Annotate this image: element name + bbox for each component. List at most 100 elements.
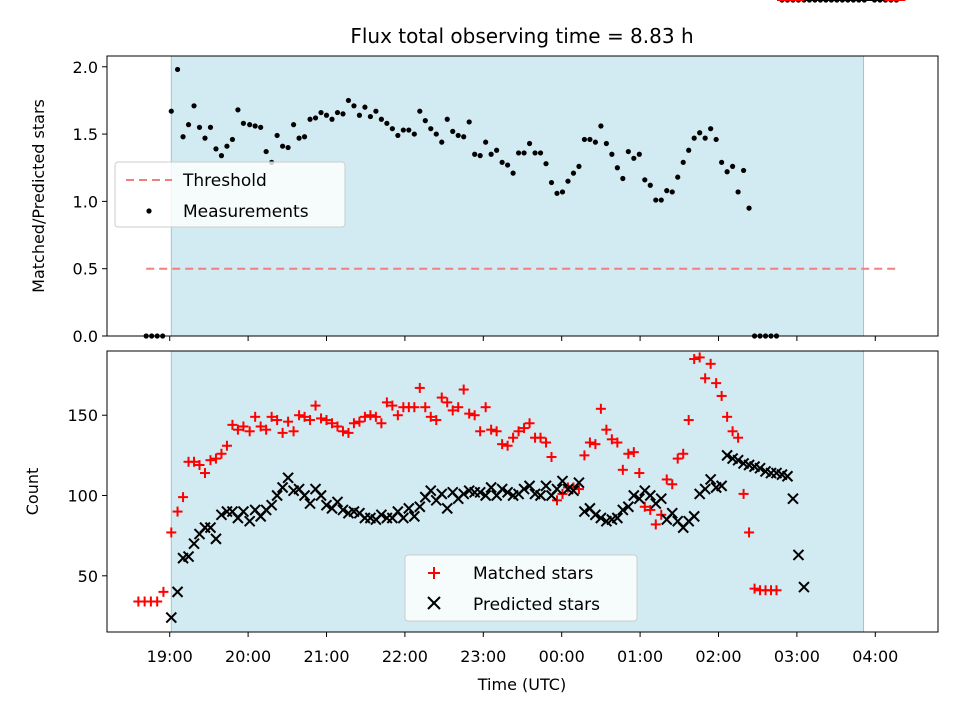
x-tick-label: 23:00 <box>460 647 506 666</box>
measurement-point <box>740 167 747 174</box>
matched-stars-point <box>409 402 420 413</box>
matched-stars-point <box>294 410 305 421</box>
count-panel-frame <box>106 350 939 633</box>
measurement-point <box>180 134 186 140</box>
matched-stars-point <box>453 402 464 413</box>
matched-stars-point <box>667 479 678 490</box>
matched-stars-point <box>305 415 316 426</box>
predicted-stars-point <box>551 483 563 495</box>
y-tick-label: 0.0 <box>73 327 98 346</box>
predicted-stars-point <box>589 509 602 521</box>
y-tick-label: 50 <box>78 567 98 586</box>
measurement-point <box>559 189 566 195</box>
matched-stars-point <box>502 440 513 451</box>
matched-stars-point <box>634 468 645 479</box>
predicted-stars-point <box>781 470 794 482</box>
measurement-point <box>499 159 505 165</box>
measurement-point <box>625 148 631 155</box>
predicted-stars-point <box>298 489 311 502</box>
matched-stars-point <box>733 432 744 443</box>
x-tick-label: 03:00 <box>774 647 820 666</box>
measurement-point <box>218 153 225 159</box>
predicted-stars-point <box>457 488 470 500</box>
matched-stars-point <box>387 400 398 411</box>
matched-stars-point <box>288 426 299 437</box>
count-x-axis: 19:00 20:00 21:00 22:00 23:00 00:00 01:00 02:00… <box>147 632 898 666</box>
measurement-point <box>532 150 538 156</box>
matched-stars-point <box>584 437 595 448</box>
measurement-point <box>587 136 593 143</box>
y-tick-label: 2.0 <box>73 58 98 77</box>
matched-stars-point <box>425 411 436 422</box>
measurement-point <box>735 189 741 195</box>
measurement-point <box>417 108 423 114</box>
matched-stars-point <box>255 421 266 432</box>
measurement-point <box>240 120 247 126</box>
measurement-point <box>505 162 511 168</box>
predicted-stars-point <box>441 502 453 515</box>
measurement-point <box>207 124 214 130</box>
matched-stars-point <box>639 501 650 512</box>
measurement-point <box>708 126 714 132</box>
measurement-point <box>472 151 478 157</box>
matched-stars-point <box>551 495 562 506</box>
ratio-panel-frame <box>106 55 939 337</box>
predicted-stars-point <box>165 611 177 624</box>
predicted-stars-point <box>436 488 448 500</box>
matched-stars-point <box>705 358 716 369</box>
predicted-stars-point <box>265 499 278 511</box>
matched-stars-point <box>678 448 689 459</box>
y-tick-label: 1.5 <box>73 125 98 144</box>
matched-stars-point <box>694 352 705 363</box>
matched-stars-point <box>316 413 327 424</box>
matched-stars-point <box>216 448 227 459</box>
measurement-point <box>258 124 264 130</box>
matched-stars-point <box>711 378 722 389</box>
measurement-point <box>285 144 291 151</box>
predicted-stars-point <box>337 504 349 516</box>
count-y-axis-label: Count <box>23 468 42 516</box>
matched-stars-point <box>272 415 283 426</box>
matched-stars-point <box>205 455 216 466</box>
measurement-point <box>642 177 648 183</box>
matched-stars-point <box>683 415 694 426</box>
predicted-stars-point <box>204 521 217 534</box>
matched-stars-point <box>497 439 508 450</box>
ratio-legend-box <box>114 161 346 228</box>
predicted-stars-point <box>518 483 530 495</box>
measurement-point <box>592 139 599 145</box>
predicted-stars-point <box>666 507 678 519</box>
predicted-stars-point <box>617 504 629 516</box>
matched-stars-point <box>337 426 348 437</box>
matched-stars-point <box>595 403 606 414</box>
predicted-stars-point <box>171 586 184 598</box>
predicted-stars-point <box>188 537 200 550</box>
predicted-stars-point <box>474 486 486 499</box>
measurement-point <box>229 136 236 143</box>
predicted-stars-point <box>496 483 508 495</box>
matched-stars-point <box>623 448 634 459</box>
measurement-point <box>554 190 560 196</box>
predicted-stars-point <box>578 505 591 518</box>
matched-stars-point <box>152 596 163 607</box>
x-tick-label: 21:00 <box>303 647 349 666</box>
predicted-stars-point <box>715 480 728 492</box>
matched-stars-point <box>508 432 519 443</box>
predicted-stars-point <box>732 454 744 466</box>
predicted-stars-point <box>315 489 327 502</box>
matched-stars-point <box>617 464 628 475</box>
matched-stars-point <box>738 488 749 499</box>
matched-stars-point <box>321 415 332 426</box>
predicted-stars-legend-swatch <box>427 596 441 610</box>
predicted-stars-point <box>792 549 805 561</box>
measurement-point <box>185 122 192 128</box>
matched-stars-point <box>749 583 760 594</box>
matched-stars-point <box>689 354 700 365</box>
x-tick-label: 01:00 <box>617 647 663 666</box>
predicted-stars-point <box>644 489 656 502</box>
measurement-point <box>526 140 533 147</box>
matched-stars-point <box>326 418 337 429</box>
measurement-point <box>653 197 659 203</box>
matched-stars-point <box>354 416 365 427</box>
chart-title: Flux total observing time = 8.83 h <box>350 24 693 48</box>
